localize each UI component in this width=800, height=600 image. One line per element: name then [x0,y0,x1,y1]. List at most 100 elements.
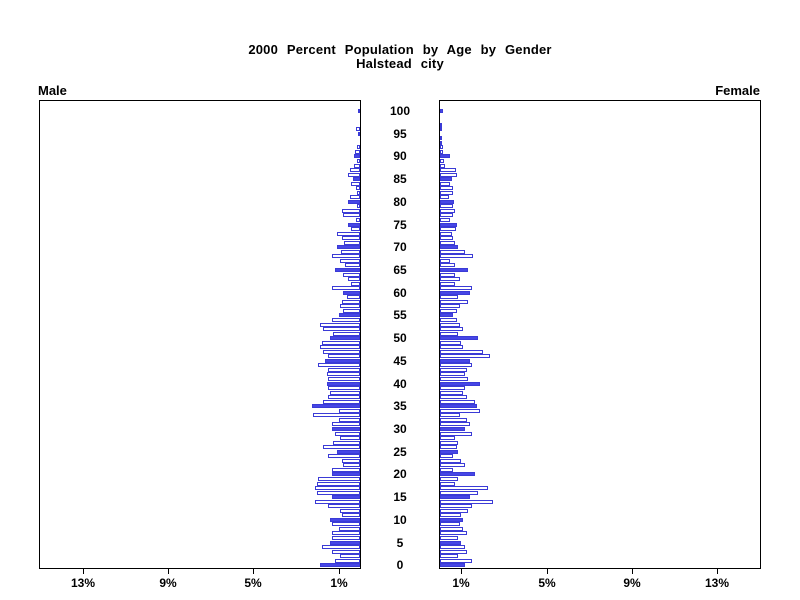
male-bar-age-56 [343,308,360,313]
male-x-tick-label-5: 5% [244,576,262,590]
female-bar-age-21 [440,467,453,472]
female-bar-age-20 [440,472,475,477]
female-bar-age-6 [440,536,458,541]
female-bar-age-63 [440,277,460,282]
female-bar-age-64 [440,272,455,277]
female-bar-age-23 [440,458,461,463]
female-x-tick-label-13: 13% [704,576,730,590]
female-bar-age-0 [440,563,465,568]
female-bar-age-18 [440,481,455,486]
female-bar-age-44 [440,363,472,368]
male-bar-age-26 [323,445,360,450]
male-bar-age-57 [340,304,360,309]
male-bar-age-72 [342,236,360,241]
male-bar-age-27 [333,440,360,445]
male-bar-age-77 [343,213,360,218]
male-bar-age-2 [340,554,360,559]
male-bar-age-84 [351,181,360,186]
male-bar-age-68 [332,254,360,259]
male-bar-age-28 [340,436,360,441]
female-bar-age-45 [440,358,470,363]
female-x-tick-5 [547,569,548,574]
female-bar-age-48 [440,345,463,350]
female-bar-age-68 [440,254,473,259]
female-bar-age-50 [440,336,478,341]
male-bar-age-71 [344,240,360,245]
male-bar-age-19 [318,476,360,481]
male-bar-age-67 [340,258,360,263]
male-bar-age-53 [320,322,360,327]
age-tick-label-15: 15 [393,490,407,505]
age-tick-label-20: 20 [393,467,407,482]
male-bar-age-85 [353,177,360,182]
male-bar-age-54 [332,317,360,322]
male-bar-age-63 [348,277,360,282]
age-tick-label-10: 10 [393,512,407,527]
male-bar-age-47 [323,349,360,354]
male-bar-age-92 [357,145,360,150]
female-bar-age-37 [440,395,467,400]
female-bar-age-5 [440,540,461,545]
female-bar-age-72 [440,236,453,241]
female-bar-age-58 [440,299,468,304]
female-bar-age-60 [440,290,470,295]
male-bar-age-21 [332,467,360,472]
male-x-tick-label-9: 9% [159,576,177,590]
male-bar-age-24 [328,454,360,459]
male-x-tick-5 [253,569,254,574]
male-bar-age-48 [320,345,360,350]
male-bar-age-11 [342,513,360,518]
female-x-tick-label-9: 9% [623,576,641,590]
male-bar-age-4 [322,545,360,550]
age-tick-label-25: 25 [393,444,407,459]
male-bar-age-66 [345,263,360,268]
male-bar-age-42 [327,372,360,377]
female-bar-age-41 [440,377,468,382]
male-bar-age-15 [332,495,360,500]
female-bar-age-11 [440,513,461,518]
female-bar-age-89 [440,158,444,163]
male-bar-age-73 [337,231,360,236]
male-bar-age-52 [323,327,360,332]
female-bar-age-66 [440,263,455,268]
female-bar-age-1 [440,558,472,563]
female-plot-frame [439,100,761,569]
age-tick-label-30: 30 [393,422,407,436]
male-bar-age-12 [340,508,360,513]
age-tick-label-50: 50 [393,331,407,346]
male-bar-age-44 [318,363,360,368]
male-bar-age-30 [332,427,360,431]
female-bar-age-88 [440,163,445,168]
male-axis-label: Male [38,83,67,98]
male-bar-age-43 [328,367,360,372]
female-bar-age-46 [440,354,490,359]
female-bar-age-100 [440,109,443,113]
female-bar-age-47 [440,349,483,354]
female-bar-age-52 [440,327,463,332]
female-bar-age-73 [440,231,452,236]
female-bar-age-25 [440,449,458,454]
female-bar-age-2 [440,554,458,559]
female-bar-age-94 [440,136,442,141]
female-bar-age-12 [440,508,468,513]
male-bar-age-83 [356,186,360,191]
female-bar-age-42 [440,372,465,377]
female-bar-age-91 [440,149,443,154]
female-bar-age-39 [440,386,465,391]
male-bar-age-37 [328,395,360,400]
female-bar-age-61 [440,286,472,291]
male-bar-age-76 [356,218,360,223]
female-x-tick-label-1: 1% [452,576,470,590]
female-bar-age-87 [440,168,456,173]
male-bar-age-32 [339,417,360,422]
female-bar-age-84 [440,181,450,186]
female-bar-age-27 [440,440,458,445]
female-bar-age-86 [440,172,457,177]
female-bar-age-56 [440,308,457,313]
female-bar-age-8 [440,526,463,531]
male-bar-age-6 [332,536,360,541]
age-tick-label-65: 65 [393,263,407,277]
male-bar-age-55 [339,313,360,318]
age-tick-label-100: 100 [389,104,411,118]
male-bar-age-60 [343,290,360,295]
